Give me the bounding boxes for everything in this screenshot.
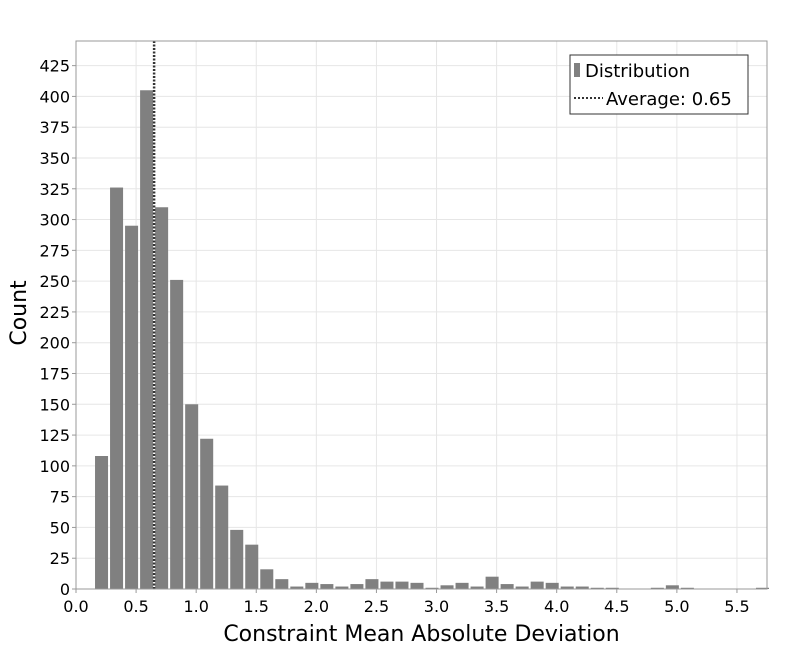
histogram-bar-3 [140, 90, 154, 590]
x-axis-ticks: 0.0 0.5 1.0 1.5 2.0 2.5 3.0 3.5 4.0 4.5 5.0 5.5 [63, 589, 750, 616]
x-tick-label-9: 4.5 [604, 597, 629, 616]
histogram-bar-10 [245, 544, 259, 589]
histogram-bar-19 [380, 581, 394, 589]
histogram-bar-28 [515, 586, 529, 589]
legend-label-distribution: Distribution [585, 61, 690, 82]
legend: Distribution Average: 0.65 [569, 54, 749, 115]
histogram-bar-31 [560, 586, 574, 589]
histogram-bar-0 [95, 456, 109, 589]
x-tick-label-3: 1.5 [244, 597, 269, 616]
y-tick-label-7: 175 [39, 364, 70, 383]
x-tick-label-1: 0.5 [123, 597, 148, 616]
legend-swatch-distribution [574, 63, 580, 77]
y-axis-title: Count [7, 280, 32, 346]
histogram-bar-21 [410, 582, 424, 589]
y-tick-label-9: 225 [39, 303, 70, 322]
histogram-bar-2 [125, 225, 139, 589]
histogram-bar-44 [755, 587, 770, 589]
legend-box [569, 54, 749, 115]
histogram-bar-11 [260, 569, 274, 589]
histogram-bar-39 [680, 587, 694, 589]
histogram-bar-29 [530, 581, 544, 589]
histogram-bar-9 [230, 529, 244, 589]
y-tick-label-15: 375 [39, 118, 70, 137]
histogram-bar-6 [185, 404, 199, 589]
histogram-bar-5 [170, 279, 184, 589]
plot-frame [75, 40, 768, 590]
x-tick-label-4: 2.0 [304, 597, 329, 616]
histogram-bar-20 [395, 581, 409, 589]
histogram-bar-34 [605, 587, 619, 589]
y-tick-label-16: 400 [39, 87, 70, 106]
x-tick-label-2: 1.0 [183, 597, 208, 616]
histogram-bar-14 [305, 582, 319, 589]
histogram-bar-22 [425, 587, 439, 589]
y-axis-ticks: 0 25 50 75 100 125 150 175 200 225 250 275 300 325 350… [39, 57, 76, 599]
x-tick-label-7: 3.5 [484, 597, 509, 616]
histogram-bar-7 [200, 438, 214, 589]
y-tick-label-1: 25 [50, 549, 70, 568]
histogram-bar-12 [275, 579, 289, 589]
x-tick-label-5: 2.5 [364, 597, 389, 616]
histogram-bar-15 [320, 584, 334, 589]
x-tick-label-11: 5.5 [724, 597, 749, 616]
histogram-bar-24 [455, 582, 469, 589]
x-tick-label-6: 3.0 [424, 597, 449, 616]
y-tick-label-4: 100 [39, 457, 70, 476]
y-tick-label-0: 0 [60, 580, 70, 599]
histogram-bar-25 [470, 586, 484, 589]
histogram-bar-4 [155, 207, 169, 589]
histogram-bar-13 [290, 586, 304, 589]
x-tick-label-10: 5.0 [664, 597, 689, 616]
histogram-bar-37 [650, 587, 664, 589]
y-tick-label-8: 200 [39, 334, 70, 353]
histogram-bar-17 [350, 584, 364, 589]
histogram-bar-32 [575, 586, 589, 589]
y-tick-label-14: 350 [39, 149, 70, 168]
y-tick-label-5: 125 [39, 426, 70, 445]
legend-label-average: Average: 0.65 [606, 89, 732, 110]
x-tick-label-0: 0.0 [63, 597, 88, 616]
histogram-bar-16 [335, 586, 349, 589]
y-tick-label-6: 150 [39, 395, 70, 414]
y-tick-label-2: 50 [50, 518, 70, 537]
histogram-bar-27 [500, 584, 514, 589]
histogram-bar-8 [215, 485, 229, 589]
y-tick-label-3: 75 [50, 488, 70, 507]
x-axis-title: Constraint Mean Absolute Deviation [223, 622, 619, 647]
histogram-bar-30 [545, 582, 559, 589]
histogram-bar-38 [665, 585, 679, 589]
histogram-bar-23 [440, 585, 454, 589]
histogram-bar-33 [590, 587, 604, 589]
y-tick-label-13: 325 [39, 180, 70, 199]
y-tick-label-17: 425 [39, 57, 70, 76]
y-tick-label-12: 300 [39, 211, 70, 230]
y-tick-label-11: 275 [39, 241, 70, 260]
y-tick-label-10: 250 [39, 272, 70, 291]
histogram-bars [95, 90, 770, 590]
histogram-bar-18 [365, 579, 379, 589]
histogram-bar-26 [485, 576, 499, 589]
histogram-bar-1 [110, 187, 124, 589]
x-tick-label-8: 4.0 [544, 597, 569, 616]
